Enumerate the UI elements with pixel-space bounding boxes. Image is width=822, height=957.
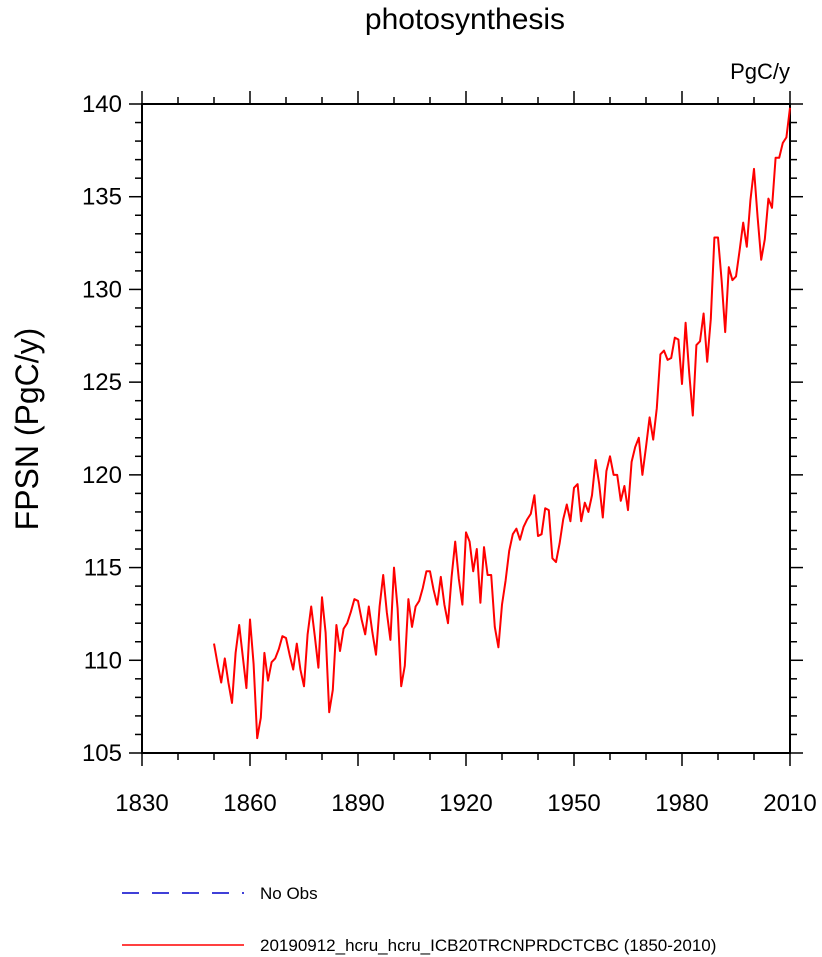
x-tick-label: 1950 [547,790,600,817]
y-tick-label: 105 [82,740,122,767]
chart-title: photosynthesis [365,3,565,36]
y-tick-label: 120 [82,462,122,489]
x-tick-label: 1830 [115,790,168,817]
series-line [213,107,791,740]
series-layer [213,107,791,740]
x-tick-label: 1920 [439,790,492,817]
y-axis-label: FPSN (PgC/y) [9,328,45,531]
legend-label-model: 20190912_hcru_hcru_ICB20TRCNPRDCTCBC (18… [260,936,716,955]
x-tick-label: 1860 [223,790,276,817]
y-tick-label: 140 [82,91,122,118]
plot-frame [141,103,791,754]
axis-ticks [129,91,803,766]
units-label: PgC/y [730,59,790,84]
y-tick-label: 135 [82,184,122,211]
x-tick-label: 2010 [763,790,816,817]
y-tick-label: 115 [84,555,122,582]
y-tick-label: 125 [82,369,122,396]
legend: No Obs 20190912_hcru_hcru_ICB20TRCNPRDCT… [122,884,716,955]
y-tick-label: 130 [82,276,122,303]
y-tick-labels: 105 110 115 120 125 130 135 140 [82,91,122,767]
x-tick-label: 1890 [331,790,384,817]
legend-label-no-obs: No Obs [260,884,318,903]
x-tick-labels: 1830 1860 1890 1920 1950 1980 2010 [115,790,816,817]
y-tick-label: 110 [84,647,122,674]
x-tick-label: 1980 [655,790,708,817]
